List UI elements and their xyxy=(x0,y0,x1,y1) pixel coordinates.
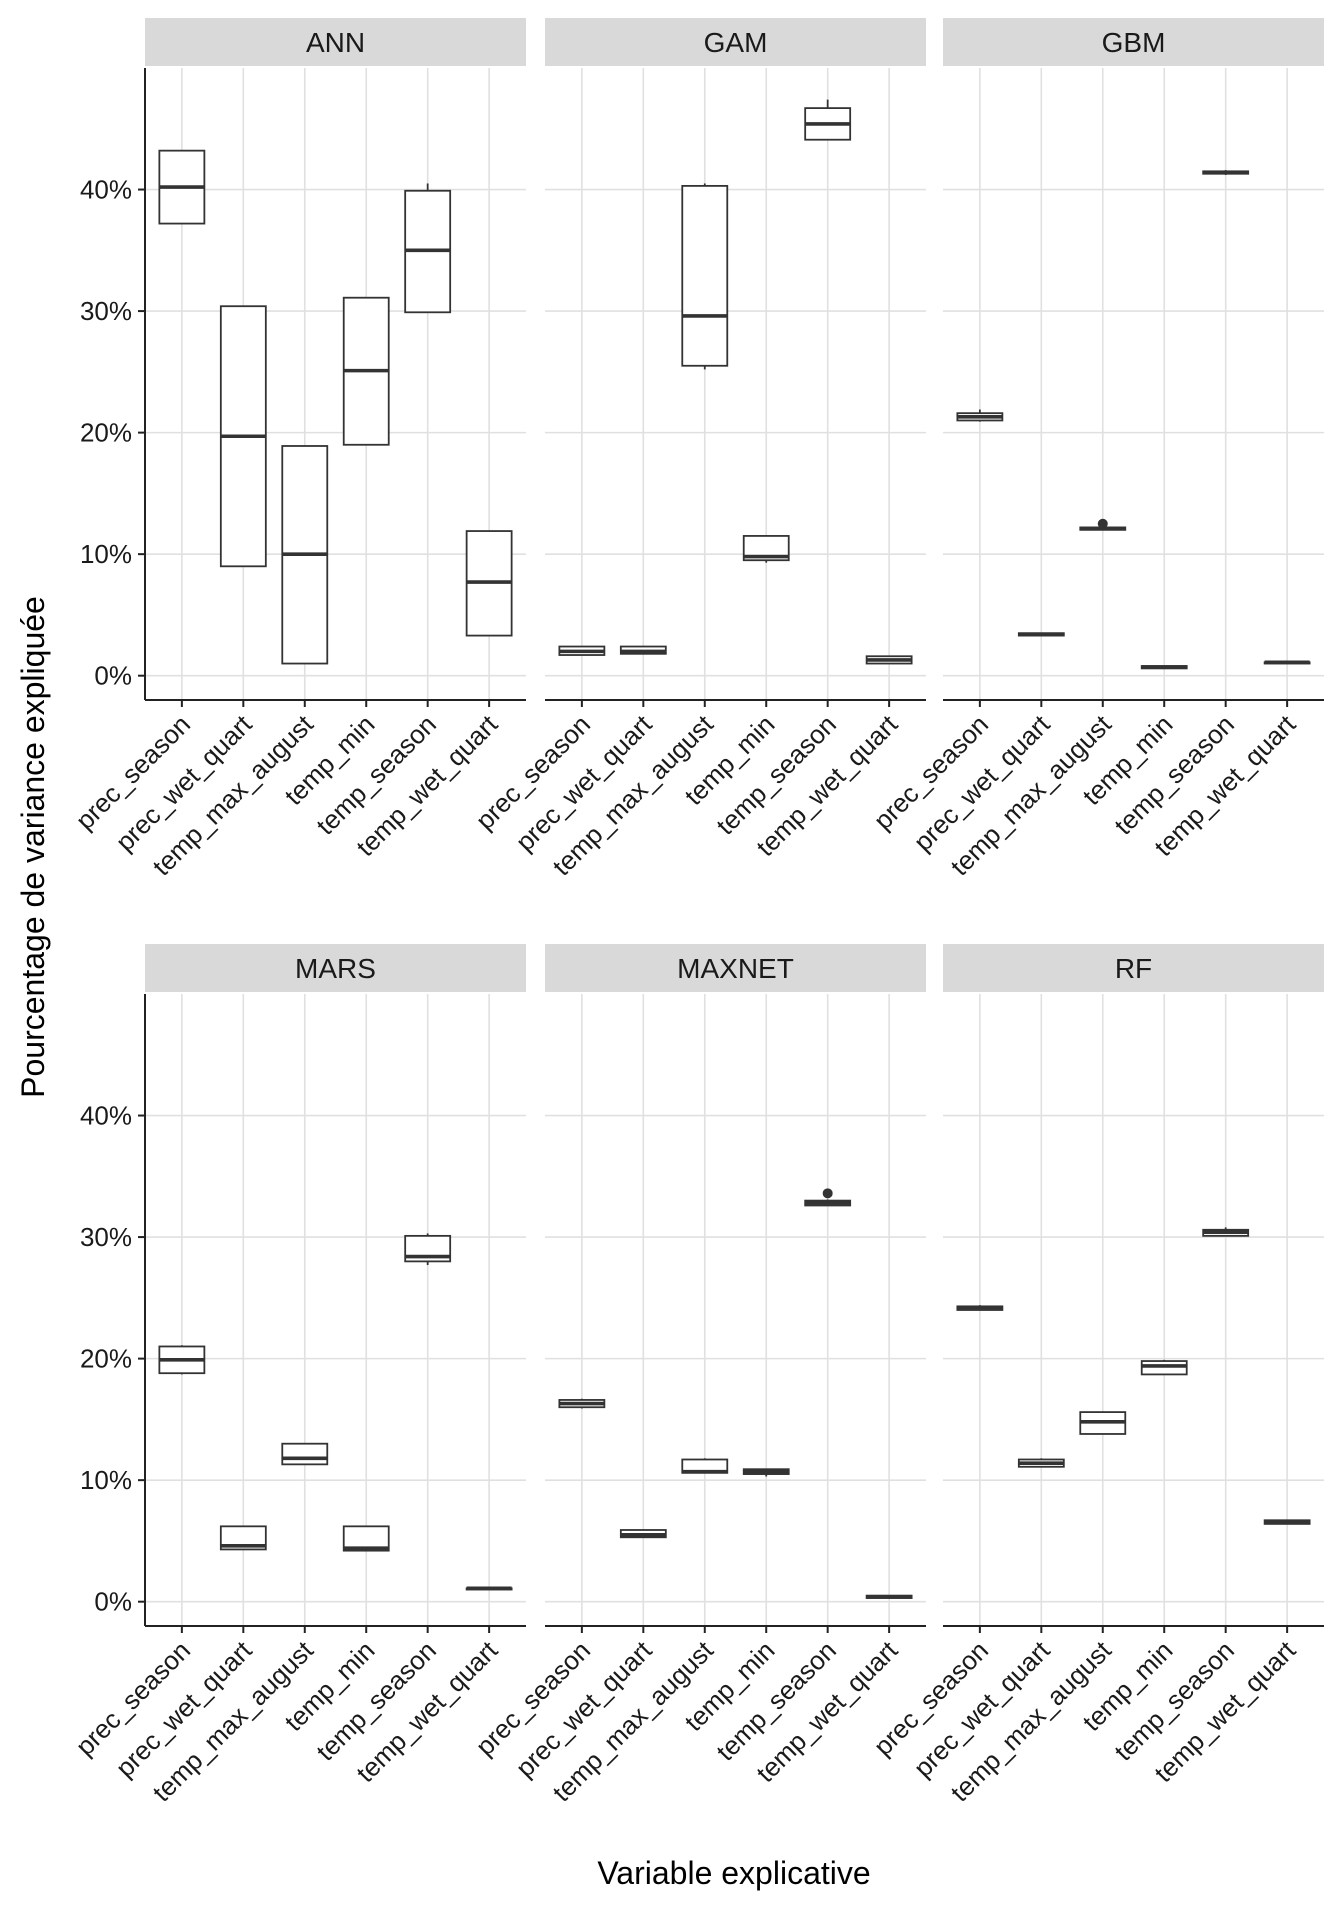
box-prec_wet_quart xyxy=(619,645,667,655)
box-temp_wet_quart xyxy=(465,1586,513,1591)
y-tick-label: 10% xyxy=(80,539,132,569)
box-temp_wet_quart xyxy=(865,655,913,665)
box-prec_season xyxy=(956,1305,1004,1311)
box-prec_season xyxy=(558,1398,606,1409)
box-temp_wet_quart xyxy=(1263,1519,1311,1525)
y-tick-label: 0% xyxy=(94,1587,132,1617)
box-body xyxy=(281,1442,329,1466)
box-prec_season xyxy=(158,149,206,225)
y-tick-label: 40% xyxy=(80,175,132,205)
panel-strip xyxy=(145,944,526,992)
box-body xyxy=(219,1525,267,1551)
panel-title: GBM xyxy=(1102,27,1166,58)
y-tick-label: 10% xyxy=(80,1465,132,1495)
outlier-point xyxy=(1097,518,1108,529)
box-temp_min xyxy=(1140,1359,1188,1376)
box-temp_min xyxy=(342,296,390,446)
box-temp_max_august xyxy=(1079,518,1127,531)
panel-title: MAXNET xyxy=(677,953,794,984)
box-prec_season xyxy=(558,645,606,656)
box-prec_season xyxy=(158,1345,206,1375)
box-temp_max_august xyxy=(281,445,329,665)
panel-title: GAM xyxy=(704,27,768,58)
panel-strip xyxy=(145,18,526,66)
panel-strip xyxy=(943,18,1324,66)
panel-title: ANN xyxy=(306,27,365,58)
panel-strip xyxy=(545,944,926,992)
box-prec_wet_quart xyxy=(219,305,267,568)
y-axis-title: Pourcentage de variance expliquée xyxy=(15,596,51,1098)
box-temp_season xyxy=(804,1188,852,1207)
box-temp_wet_quart xyxy=(1263,660,1311,665)
box-temp_min xyxy=(742,1468,790,1477)
y-tick-label: 20% xyxy=(80,1344,132,1374)
box-temp_max_august xyxy=(681,1458,729,1474)
x-axis-title: Variable explicative xyxy=(597,1855,870,1891)
panel-strip xyxy=(545,18,926,66)
box-temp_season xyxy=(804,99,852,141)
box-temp_min xyxy=(342,1525,390,1552)
panel-title: MARS xyxy=(295,953,376,984)
outlier-point xyxy=(822,1188,833,1199)
box-temp_max_august xyxy=(281,1442,329,1466)
box-prec_wet_quart xyxy=(1017,1458,1065,1468)
box-temp_season xyxy=(1202,1227,1250,1237)
box-prec_wet_quart xyxy=(219,1525,267,1551)
y-tick-label: 30% xyxy=(80,1222,132,1252)
y-tick-label: 20% xyxy=(80,418,132,448)
box-temp_min xyxy=(1140,665,1188,670)
y-tick-label: 0% xyxy=(94,661,132,691)
box-body xyxy=(1140,1360,1188,1376)
box-temp_wet_quart xyxy=(465,530,513,637)
box-temp_wet_quart xyxy=(865,1594,913,1599)
box-temp_min xyxy=(742,535,790,563)
box-temp_max_august xyxy=(1079,1411,1127,1435)
panel-strip xyxy=(943,944,1324,992)
box-temp_max_august xyxy=(681,183,729,370)
panel-gbm: GBMprec_seasonprec_wet_quarttemp_max_aug… xyxy=(868,18,1324,881)
y-tick-label: 40% xyxy=(80,1101,132,1131)
box-prec_wet_quart xyxy=(619,1529,667,1539)
box-temp_season xyxy=(404,183,452,314)
box-temp_season xyxy=(404,1233,452,1266)
box-temp_season xyxy=(1202,170,1250,175)
box-body xyxy=(681,184,729,367)
y-tick-label: 30% xyxy=(80,296,132,326)
panel-title: RF xyxy=(1115,953,1152,984)
box-prec_wet_quart xyxy=(1017,632,1065,637)
box-prec_season xyxy=(956,409,1004,422)
